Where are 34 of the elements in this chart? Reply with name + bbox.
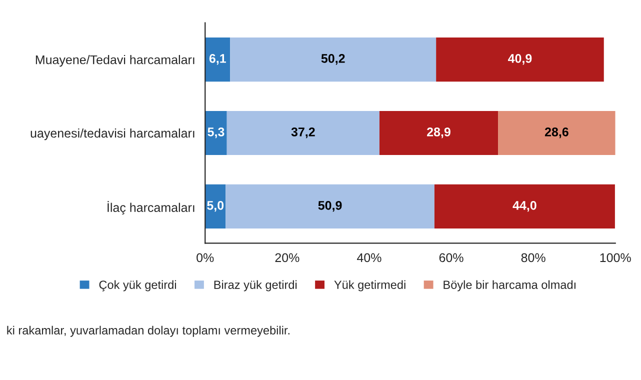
data-label: 50,9 [318,200,342,212]
y-tick-label: Muayene/Tedavi harcamaları [36,55,194,67]
data-label: 28,6 [544,128,568,138]
bar [205,37,230,82]
data-label: 44,0 [512,200,536,212]
bar [205,184,226,229]
bar [226,110,380,156]
legend-label: Böyle bir harcama olmadı [444,280,576,292]
data-label: 37,2 [291,128,315,138]
x-tick-label: 60% [439,253,464,262]
data-label: 5,3 [208,128,224,138]
data-label: 28,9 [427,128,450,138]
bar [436,37,604,82]
data-label: 6,1 [209,54,226,65]
x-tick-label: 0% [196,253,214,262]
x-tick-label: 100% [600,253,631,262]
bar [379,110,498,156]
text: ki rakamlar, yuvarlamadan dolayı toplamı vermeyebilir. [7,326,290,337]
data-label: 5,0 [207,200,224,212]
bar [226,184,434,229]
legend-label: Çok yük getirdi [99,280,176,292]
bar [434,184,615,229]
legend-label: Yük getirmedi [334,280,406,292]
x-tick-label: 80% [521,253,546,262]
x-tick-label: 20% [275,253,300,262]
bar [205,110,227,156]
legend-label: Biraz yük getirdi [214,280,297,292]
x-tick-label: 40% [356,253,382,262]
y-tick-label: uayenesi/tedavisi harcamaları [30,128,194,140]
data-label: 50,2 [321,54,345,65]
bar [498,110,616,156]
data-label: 40,9 [508,54,532,65]
bar [230,37,436,82]
y-tick-label: İlaç harcamaları [108,201,194,215]
